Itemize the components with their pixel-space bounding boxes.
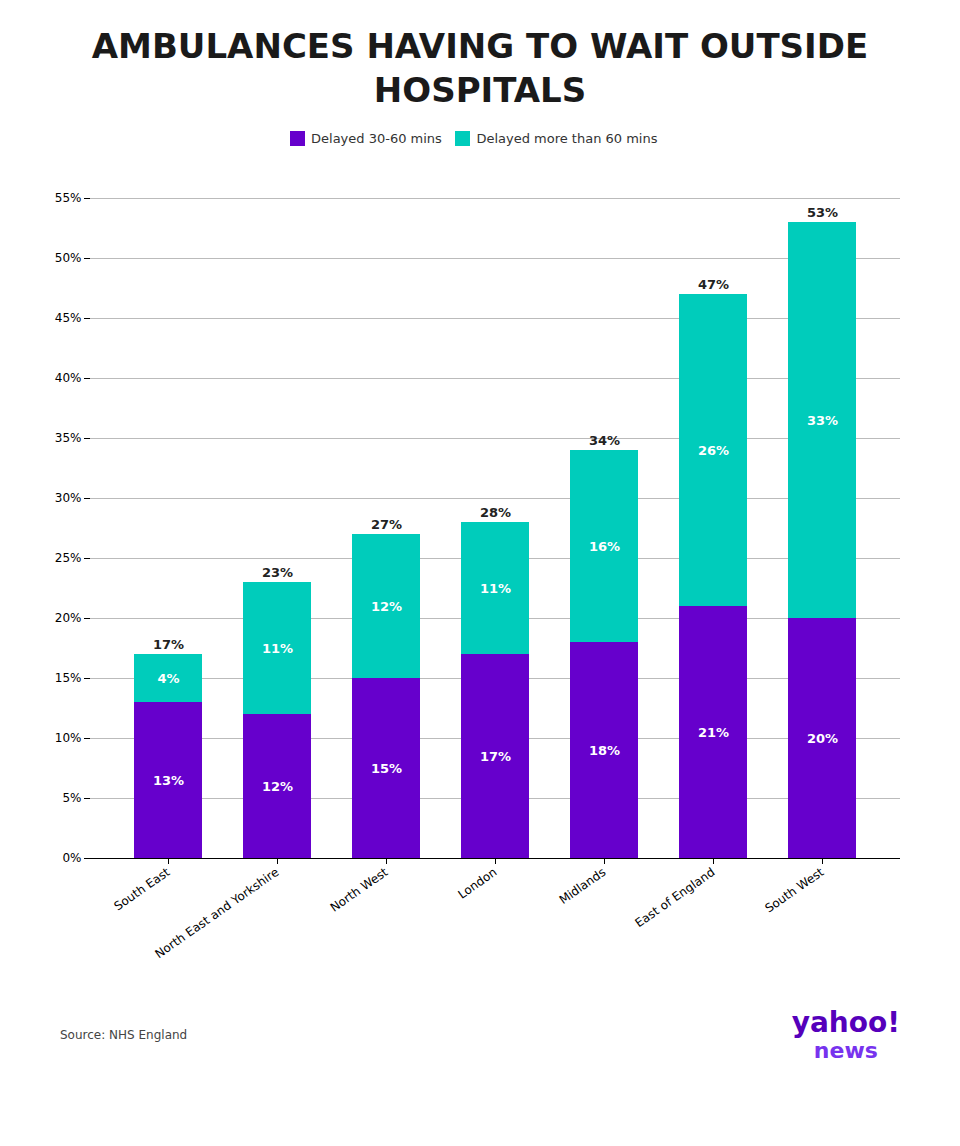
svg-text:33%: 33%: [807, 413, 838, 428]
svg-text:5%: 5%: [62, 791, 81, 805]
svg-text:27%: 27%: [371, 516, 402, 531]
svg-text:12%: 12%: [262, 779, 293, 794]
svg-text:21%: 21%: [698, 725, 729, 740]
svg-text:55%: 55%: [55, 191, 82, 205]
svg-text:45%: 45%: [55, 311, 82, 325]
svg-text:0%: 0%: [62, 851, 81, 865]
svg-text:50%: 50%: [55, 251, 82, 265]
svg-text:17%: 17%: [480, 749, 511, 764]
svg-text:47%: 47%: [698, 276, 729, 291]
svg-text:11%: 11%: [480, 581, 511, 596]
html-text:Delayed more than 60 mins: Delayed more than 60 mins: [476, 131, 658, 147]
svg-text:London: London: [455, 865, 499, 902]
svg-text:28%: 28%: [480, 504, 511, 519]
html-text:news: news: [813, 1037, 878, 1063]
svg-text:North East and Yorkshire: North East and Yorkshire: [152, 865, 281, 961]
svg-text:15%: 15%: [371, 761, 402, 776]
svg-text:17%: 17%: [153, 636, 184, 651]
svg-text:23%: 23%: [262, 564, 293, 579]
svg-text:30%: 30%: [55, 491, 82, 505]
svg-text:25%: 25%: [55, 551, 82, 565]
svg-text:20%: 20%: [55, 611, 82, 625]
html-text:Delayed 30-60 mins: Delayed 30-60 mins: [311, 131, 442, 147]
html-text:AMBULANCES HAVING TO WAIT OUTS: AMBULANCES HAVING TO WAIT OUTSIDE HOSPIT…: [91, 26, 869, 111]
svg-text:15%: 15%: [55, 671, 82, 685]
svg-text:East of England: East of England: [633, 865, 718, 930]
svg-text:South East: South East: [111, 865, 172, 914]
svg-text:26%: 26%: [698, 443, 729, 458]
html-text:yahoo!: yahoo!: [791, 1005, 900, 1039]
svg-text:North West: North West: [328, 865, 391, 915]
svg-text:Midlands: Midlands: [557, 865, 609, 907]
svg-text:18%: 18%: [589, 743, 620, 758]
svg-text:13%: 13%: [153, 773, 184, 788]
svg-text:35%: 35%: [55, 431, 82, 445]
html-text:Source: NHS England: Source: NHS England: [60, 1028, 188, 1043]
svg-text:4%: 4%: [157, 671, 179, 686]
svg-text:11%: 11%: [262, 641, 293, 656]
svg-text:10%: 10%: [55, 731, 82, 745]
svg-text:16%: 16%: [589, 539, 620, 554]
svg-text:20%: 20%: [807, 731, 838, 746]
svg-text:40%: 40%: [55, 371, 82, 385]
svg-text:34%: 34%: [589, 432, 620, 447]
svg-text:South West: South West: [763, 865, 827, 916]
svg-text:12%: 12%: [371, 599, 402, 614]
svg-text:53%: 53%: [807, 204, 838, 219]
